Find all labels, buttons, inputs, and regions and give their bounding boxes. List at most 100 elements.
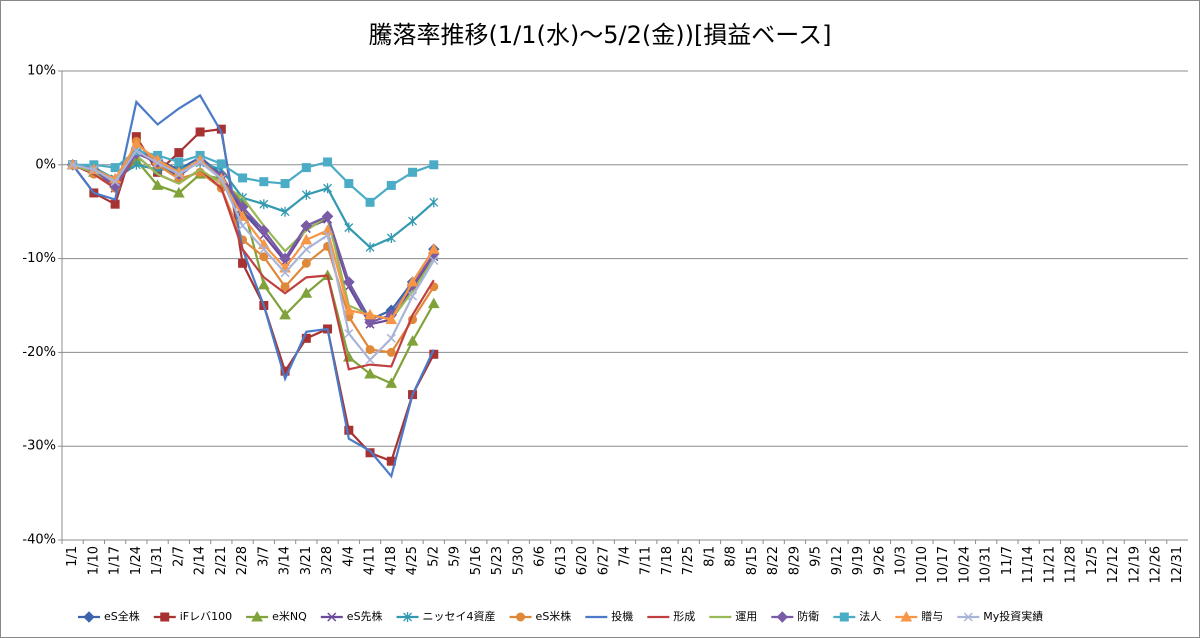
marker: [195, 157, 205, 167]
legend-label: 防衛: [797, 609, 819, 623]
marker: [301, 189, 311, 200]
x-tick-label: 10/10: [915, 546, 930, 583]
marker: [89, 164, 99, 175]
x-tick-label: 1/31: [150, 546, 165, 575]
marker: [174, 169, 184, 179]
x-tick-label: 11/28: [1064, 546, 1079, 583]
x-tick-label: 5/30: [511, 546, 526, 575]
x-tick-label: 6/27: [596, 546, 611, 575]
x-tick-label: 4/4: [341, 546, 356, 567]
x-tick-label: 10/17: [936, 546, 951, 583]
marker: [238, 173, 248, 183]
marker: [110, 163, 120, 173]
x-tick-label: 6/13: [554, 546, 569, 575]
x-tick-label: 1/1: [65, 546, 80, 567]
marker: [321, 210, 334, 223]
marker: [776, 611, 789, 623]
marker: [364, 367, 376, 379]
marker: [216, 174, 226, 184]
marker: [238, 221, 248, 231]
x-tick-label: 11/14: [1021, 546, 1036, 583]
x-tick-label: 11/7: [1000, 546, 1015, 575]
x-tick-label: 8/1: [702, 546, 717, 567]
y-tick-label: -30%: [22, 439, 56, 454]
marker: [300, 287, 313, 298]
x-tick-label: 5/2: [426, 546, 441, 567]
x-tick-label: 5/23: [490, 546, 505, 575]
x-tick-label: 8/15: [745, 546, 760, 575]
y-tick-label: -20%: [22, 345, 56, 360]
x-tick-label: 3/28: [320, 546, 335, 575]
marker: [280, 179, 290, 189]
marker: [343, 276, 355, 288]
x-tick-label: 9/19: [851, 546, 866, 575]
x-tick-label: 12/5: [1085, 546, 1100, 575]
x-tick-label: 4/11: [363, 546, 378, 575]
x-tick-label: 11/21: [1042, 546, 1057, 583]
marker: [323, 183, 333, 194]
y-tick-label: -10%: [22, 251, 56, 266]
x-tick-label: 2/14: [193, 546, 208, 575]
marker: [385, 377, 398, 388]
marker: [386, 347, 396, 357]
marker: [153, 158, 163, 168]
y-tick-label: 0%: [35, 157, 56, 172]
x-tick-label: 9/12: [830, 546, 845, 575]
series: [68, 146, 439, 365]
marker: [131, 146, 141, 156]
x-tick-label: 12/26: [1149, 546, 1164, 583]
legend-label: 形成: [673, 610, 695, 623]
x-tick-label: 3/14: [278, 546, 293, 575]
legend-label: 投機: [611, 609, 633, 623]
legend-label: 法人: [859, 609, 881, 623]
x-tick-label: 10/24: [957, 546, 972, 583]
marker: [406, 276, 419, 287]
marker: [963, 612, 973, 622]
marker: [839, 612, 849, 622]
x-tick-label: 12/12: [1106, 546, 1121, 583]
legend-label: 贈与: [921, 609, 943, 623]
x-tick-label: 4/18: [384, 546, 399, 575]
x-tick-label: 6/6: [533, 546, 548, 567]
marker: [900, 610, 913, 622]
marker: [365, 242, 375, 253]
legend-label: 運用: [735, 610, 757, 623]
legend-label: My投資実績: [983, 609, 1043, 623]
x-tick-label: 4/25: [405, 546, 420, 575]
marker: [280, 206, 290, 217]
x-tick-label: 8/8: [724, 546, 739, 567]
x-tick-label: 5/9: [448, 546, 463, 567]
x-tick-label: 3/21: [299, 546, 314, 575]
x-tick-label: 3/7: [256, 546, 271, 567]
x-tick-label: 6/20: [575, 546, 590, 575]
marker: [151, 179, 164, 190]
marker: [429, 197, 439, 208]
marker: [110, 177, 120, 187]
marker: [259, 199, 269, 210]
marker: [408, 216, 418, 227]
marker: [160, 612, 170, 622]
marker: [257, 278, 270, 290]
series: [68, 157, 439, 253]
marker: [386, 333, 396, 343]
marker: [365, 355, 375, 365]
marker: [344, 222, 354, 233]
marker: [427, 297, 440, 309]
marker: [280, 282, 290, 292]
marker: [131, 159, 141, 170]
marker: [365, 345, 375, 355]
marker: [259, 244, 269, 254]
marker: [365, 448, 375, 458]
line: [72, 161, 435, 249]
legend-label: eS全株: [104, 609, 140, 623]
chart-title: 騰落率推移(1/1(水)～5/2(金))[損益ベース]: [369, 21, 832, 49]
marker: [342, 304, 355, 315]
x-tick-label: 10/3: [894, 546, 909, 575]
legend-label: eS先株: [347, 609, 383, 623]
marker: [68, 160, 78, 170]
marker: [110, 199, 120, 209]
marker: [238, 258, 248, 268]
marker: [429, 255, 439, 266]
